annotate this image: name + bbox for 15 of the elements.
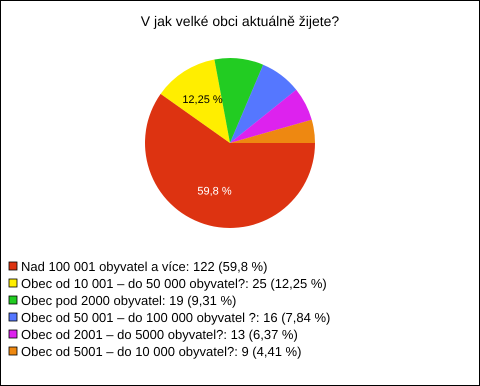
- legend-label: Obec od 5001 – do 10 000 obyvatel?: 9 (4,41 %): [21, 344, 302, 359]
- pie-slice: [160, 59, 230, 143]
- legend-label: Obec pod 2000 obyvatel: 19 (9,31 %): [21, 293, 236, 308]
- data-label: 12,25 %: [182, 94, 223, 106]
- legend-label: Obec od 10 001 – do 50 000 obyvatel?: 25 (12,25 %): [21, 276, 327, 291]
- pie-slice: [145, 94, 315, 228]
- legend-label: Obec od 50 001 – do 100 000 obyvatel ?: 16 (7,84 %): [21, 310, 330, 325]
- pie-slice: [214, 58, 264, 143]
- legend-label: Obec od 2001 – do 5000 obyvatel?: 13 (6,37 %): [21, 327, 298, 342]
- pie-slice: [230, 64, 296, 143]
- pie-slice: [230, 120, 315, 143]
- legend-label: Nad 100 001 obyvatel a více: 122 (59,8 %): [21, 259, 268, 274]
- chart-title: V jak velké obci aktuálně žijete?: [140, 13, 340, 29]
- data-label: 59,8 %: [197, 186, 232, 198]
- pie-slice: [230, 90, 312, 143]
